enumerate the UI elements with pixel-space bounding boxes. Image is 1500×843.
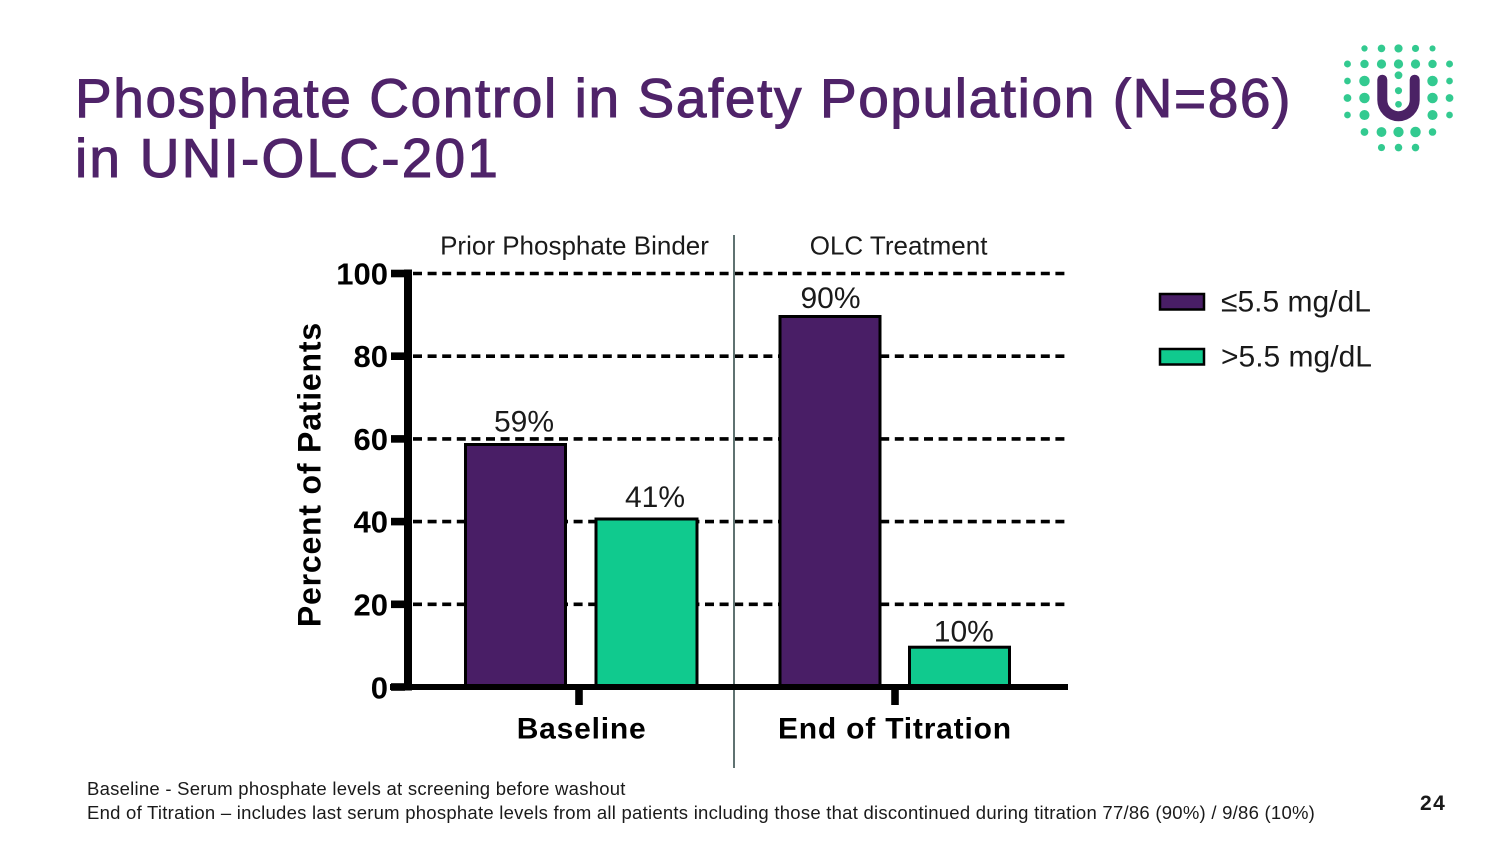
svg-text:10%: 10% [934, 616, 994, 649]
svg-text:80: 80 [354, 339, 388, 374]
svg-text:Percent of Patients: Percent of Patients [292, 322, 328, 627]
svg-text:0: 0 [371, 671, 388, 706]
svg-text:41%: 41% [625, 481, 685, 514]
svg-text:20: 20 [354, 587, 388, 622]
svg-text:Prior Phosphate Binder: Prior Phosphate Binder [440, 231, 709, 261]
svg-text:100: 100 [336, 257, 388, 292]
svg-text:>5.5 mg/dL: >5.5 mg/dL [1221, 341, 1372, 374]
svg-text:90%: 90% [800, 282, 860, 315]
svg-text:Baseline: Baseline [517, 712, 647, 745]
svg-text:≤5.5 mg/dL: ≤5.5 mg/dL [1221, 286, 1371, 319]
svg-text:OLC Treatment: OLC Treatment [810, 231, 989, 261]
svg-text:End of Titration: End of Titration [778, 712, 1012, 745]
svg-text:40: 40 [354, 505, 388, 540]
svg-text:59%: 59% [494, 406, 554, 439]
svg-text:60: 60 [354, 422, 388, 457]
